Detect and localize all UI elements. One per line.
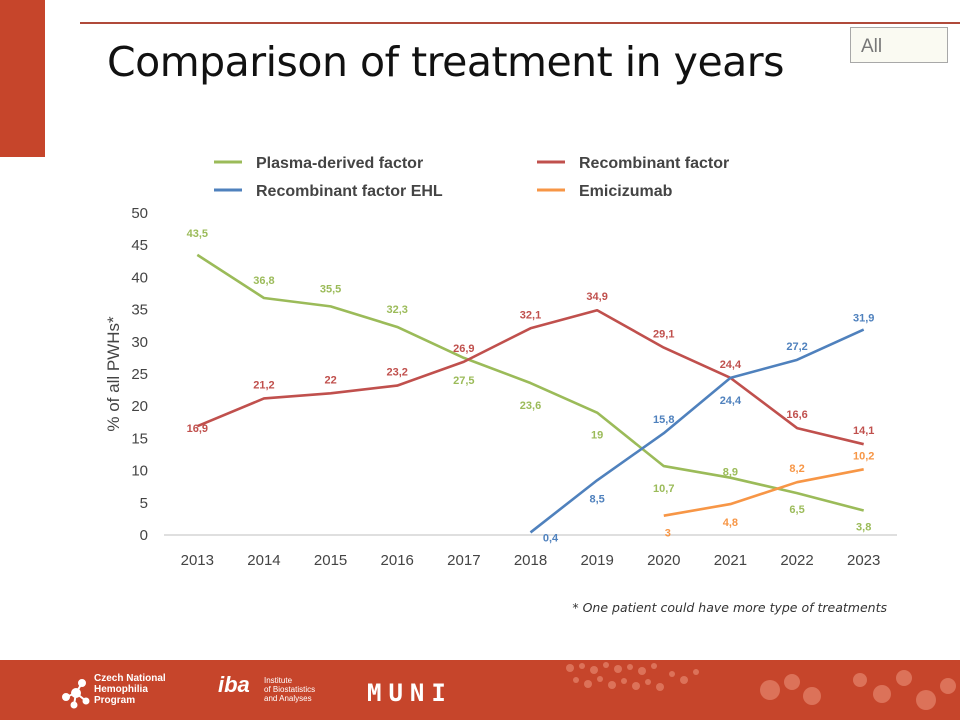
y-tick-label: 45 — [131, 237, 148, 254]
data-label: 8,9 — [723, 467, 738, 479]
filter-tag: All — [850, 27, 948, 63]
data-label: 23,2 — [387, 367, 408, 379]
y-tick-label: 40 — [131, 269, 148, 286]
series-line — [196, 308, 864, 446]
x-tick-label: 2022 — [780, 552, 813, 569]
data-label: 24,4 — [720, 359, 742, 371]
data-label: 27,5 — [453, 375, 474, 387]
legend-label: Emicizumab — [579, 183, 673, 200]
iba-mark: iba — [218, 672, 250, 697]
y-axis-title: % of all PWHs* — [104, 316, 123, 432]
data-label: 24,4 — [720, 395, 742, 407]
legend-label: Recombinant factor — [579, 155, 729, 172]
data-label: 10,2 — [853, 450, 874, 462]
data-label: 21,2 — [253, 379, 274, 391]
legend-label: Plasma-derived factor — [256, 155, 423, 172]
data-label: 22 — [324, 374, 336, 386]
iba-name-line: of Biostatistics — [264, 685, 316, 694]
iba-name-line: Institute — [264, 676, 293, 685]
y-tick-label: 35 — [131, 302, 148, 319]
data-label: 4,8 — [723, 517, 738, 529]
data-label: 15,8 — [653, 414, 674, 426]
y-tick-label: 10 — [131, 463, 148, 480]
data-label: 8,2 — [789, 463, 804, 475]
y-tick-label: 50 — [131, 205, 148, 222]
footer-bar: Czech National Hemophilia Program iba In… — [0, 660, 960, 720]
data-label: 43,5 — [187, 228, 208, 240]
iba-name-line: and Analyses — [264, 694, 312, 703]
y-tick-label: 15 — [131, 430, 148, 447]
page-title: Comparison of treatment in years — [107, 38, 785, 86]
data-label: 3,8 — [856, 522, 871, 534]
y-tick-label: 25 — [131, 366, 148, 383]
data-label: 3 — [665, 528, 671, 540]
y-tick-label: 5 — [140, 495, 148, 512]
x-tick-label: 2018 — [514, 552, 547, 569]
line-chart: 0 5 10 15 20 25 30 35 40 45 50 2013 2014 2015 2016 2017… — [104, 155, 897, 569]
y-tick-label: 0 — [140, 527, 148, 544]
data-label: 32,3 — [387, 304, 408, 316]
x-tick-label: 2013 — [181, 552, 214, 569]
data-label: 10,7 — [653, 483, 674, 495]
y-tick-label: 20 — [131, 398, 148, 415]
series-line — [196, 253, 865, 512]
x-tick-label: 2017 — [447, 552, 480, 569]
data-label: 29,1 — [653, 329, 674, 341]
legend-label: Recombinant factor EHL — [256, 183, 443, 200]
org-name-line: Hemophilia — [94, 684, 148, 695]
x-tick-label: 2020 — [647, 552, 680, 569]
data-label: 35,5 — [320, 283, 341, 295]
data-label: 31,9 — [853, 313, 874, 325]
series-line — [663, 468, 864, 517]
dot-pattern-decoration — [566, 662, 956, 710]
data-label: 26,9 — [453, 343, 474, 355]
x-tick-label: 2019 — [580, 552, 613, 569]
data-label: 8,5 — [589, 493, 604, 505]
x-tick-label: 2023 — [847, 552, 880, 569]
x-tick-label: 2014 — [247, 552, 280, 569]
data-label: 19 — [591, 430, 603, 442]
x-tick-label: 2021 — [714, 552, 747, 569]
x-tick-label: 2016 — [381, 552, 414, 569]
data-label: 6,5 — [789, 504, 804, 516]
data-label: 23,6 — [520, 400, 541, 412]
data-label: 16,6 — [786, 409, 807, 421]
y-tick-label: 30 — [131, 334, 148, 351]
data-label: 34,9 — [586, 291, 607, 303]
muni-logo: MUNI — [367, 679, 453, 707]
network-icon — [62, 679, 90, 709]
data-label: 36,8 — [253, 275, 274, 287]
data-label: 0,4 — [543, 532, 559, 544]
data-label: 27,2 — [786, 341, 807, 353]
org-name-line: Czech National — [94, 673, 166, 684]
x-tick-label: 2015 — [314, 552, 347, 569]
top-rule — [80, 22, 960, 24]
data-label: 32,1 — [520, 309, 541, 321]
series-line — [529, 328, 865, 534]
corner-accent-bar — [0, 0, 45, 157]
org-name-line: Program — [94, 695, 136, 706]
data-label: 14,1 — [853, 425, 874, 437]
data-label: 16,9 — [187, 423, 208, 435]
footnote: * One patient could have more type of tr… — [572, 600, 887, 615]
